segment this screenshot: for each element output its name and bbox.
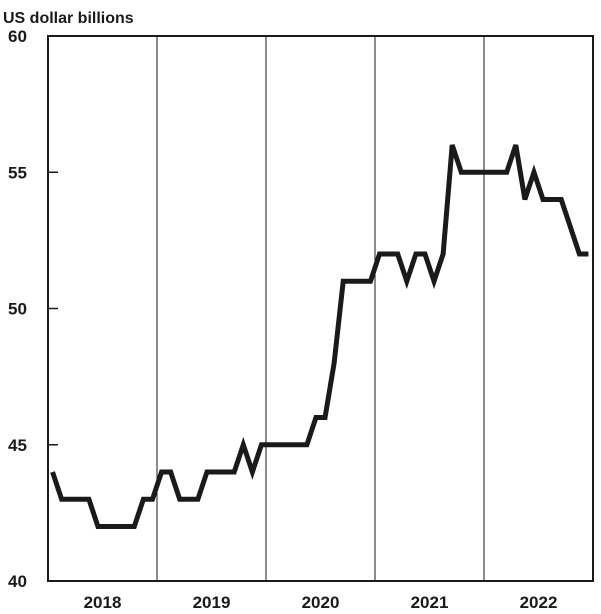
x-tick-labels: 2018 2019 2020 2021 2022 <box>84 593 558 612</box>
y-tick-label-50: 50 <box>8 300 27 319</box>
y-ticks: 40 45 50 55 60 <box>8 27 58 591</box>
x-tick-label-2018: 2018 <box>84 593 122 612</box>
x-tick-label-2022: 2022 <box>520 593 558 612</box>
y-axis-title: US dollar billions <box>3 10 134 27</box>
y-tick-label-60: 60 <box>8 27 27 46</box>
y-tick-label-45: 45 <box>8 436 27 455</box>
series-line <box>50 144 589 529</box>
y-tick-label-55: 55 <box>8 163 27 182</box>
x-tick-label-2020: 2020 <box>302 593 340 612</box>
x-tick-label-2021: 2021 <box>411 593 449 612</box>
x-tick-label-2019: 2019 <box>193 593 231 612</box>
year-dividers <box>156 36 485 581</box>
y-tick-label-40: 40 <box>8 572 27 591</box>
plot-frame <box>47 35 594 582</box>
